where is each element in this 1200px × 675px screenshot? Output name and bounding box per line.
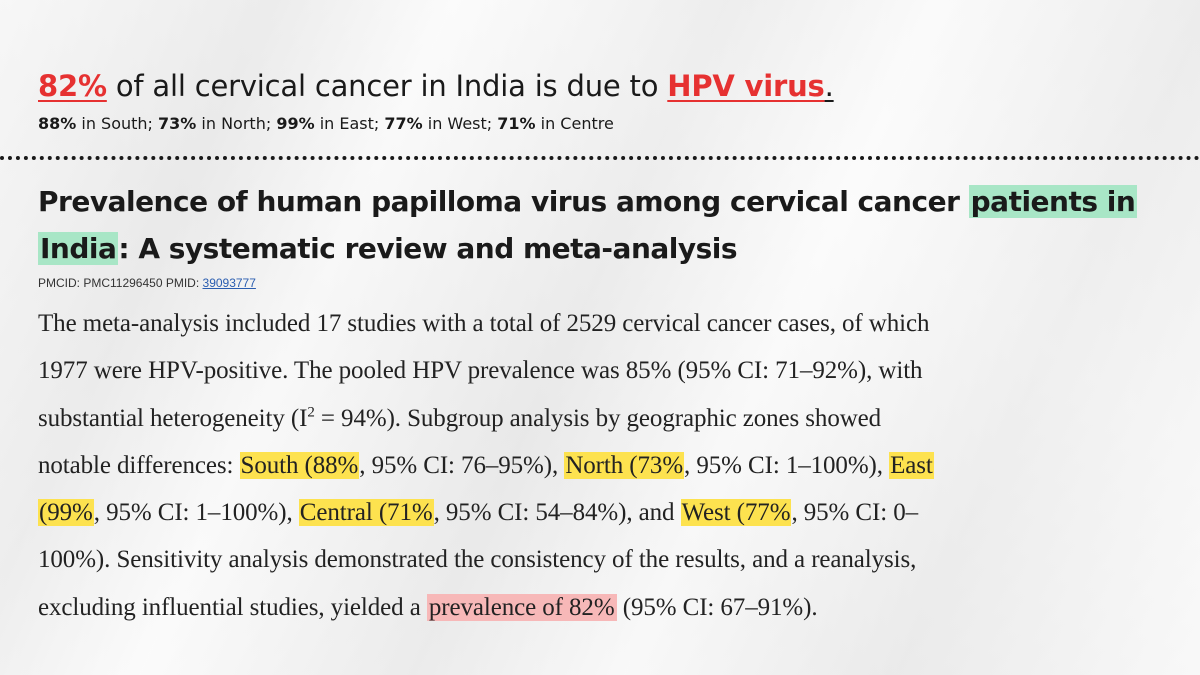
abstract-text: , 95% CI: 54–84%), and	[433, 499, 681, 527]
abstract-text: (95% CI: 67–91%).	[616, 593, 818, 621]
paper-title-highlight: India	[38, 232, 119, 265]
ids-prefix: PMCID: PMC11296450 PMID:	[38, 276, 203, 290]
abstract-line: substantial heterogeneity (I2 = 94%). Su…	[38, 395, 1168, 442]
headline-percent: 82%	[38, 69, 107, 103]
highlight-west: West (77%	[680, 499, 792, 527]
highlight-south: South (88%	[239, 451, 360, 479]
abstract-line: notable differences: South (88%, 95% CI:…	[38, 442, 1168, 489]
regional-value: 99%	[276, 114, 315, 133]
abstract-line: The meta-analysis included 17 studies wi…	[38, 300, 1168, 347]
headline-end: .	[824, 69, 834, 103]
regional-label: in Centre	[535, 114, 614, 133]
abstract-text: notable differences:	[38, 451, 240, 479]
regional-value: 73%	[158, 114, 197, 133]
regional-label: in West;	[422, 114, 498, 133]
abstract-text: substantial heterogeneity (I	[38, 404, 308, 432]
highlight-central: Central (71%	[298, 499, 434, 527]
abstract-line: (99%, 95% CI: 1–100%), Central (71%, 95%…	[38, 489, 1168, 536]
abstract-text: = 94%). Subgroup analysis by geographic …	[314, 404, 882, 432]
regional-value: 88%	[38, 114, 77, 133]
headline-cause: HPV virus	[667, 69, 825, 103]
regional-label: in North;	[196, 114, 277, 133]
abstract-text: , 95% CI: 1–100%),	[93, 499, 299, 527]
regional-value: 77%	[384, 114, 423, 133]
abstract-line: 1977 were HPV-positive. The pooled HPV p…	[38, 347, 1168, 394]
abstract-text: , 95% CI: 1–100%),	[684, 451, 890, 479]
headline-middle: of all cervical cancer in India is due t…	[106, 69, 668, 103]
abstract-text: 1977 were HPV-positive. The pooled HPV p…	[38, 357, 923, 385]
dotted-divider	[0, 156, 1200, 160]
highlight-prevalence: prevalence of 82%	[426, 593, 617, 621]
paper-title: Prevalence of human papilloma virus amon…	[38, 178, 1188, 272]
paper-title-highlight: patients in	[968, 185, 1138, 218]
paper-title-text: : A systematic review and meta-analysis	[118, 232, 738, 265]
highlight-north: North (73%	[564, 451, 685, 479]
highlight-east-value: (99%	[38, 499, 94, 527]
abstract-text: , 95% CI: 76–95%),	[359, 451, 565, 479]
abstract-text: excluding influential studies, yielded a	[38, 593, 427, 621]
abstract-line: 100%). Sensitivity analysis demonstrated…	[38, 536, 1168, 583]
superscript: 2	[307, 404, 315, 421]
abstract-text: , 95% CI: 0–	[791, 499, 919, 527]
regional-label: in East;	[314, 114, 385, 133]
paper-identifiers: PMCID: PMC11296450 PMID: 39093777	[38, 276, 256, 290]
regional-breakdown: 88% in South; 73% in North; 99% in East;…	[38, 113, 614, 135]
regional-value: 71%	[497, 114, 536, 133]
abstract: The meta-analysis included 17 studies wi…	[38, 300, 1168, 631]
abstract-line: excluding influential studies, yielded a…	[38, 584, 1168, 631]
paper-title-text: Prevalence of human papilloma virus amon…	[38, 185, 969, 218]
abstract-text: 100%). Sensitivity analysis demonstrated…	[38, 546, 917, 574]
abstract-text: The meta-analysis included 17 studies wi…	[38, 310, 930, 337]
pmid-link[interactable]: 39093777	[202, 276, 256, 290]
regional-label: in South;	[76, 114, 159, 133]
headline: 82% of all cervical cancer in India is d…	[38, 66, 834, 106]
highlight-east: East	[889, 451, 934, 479]
